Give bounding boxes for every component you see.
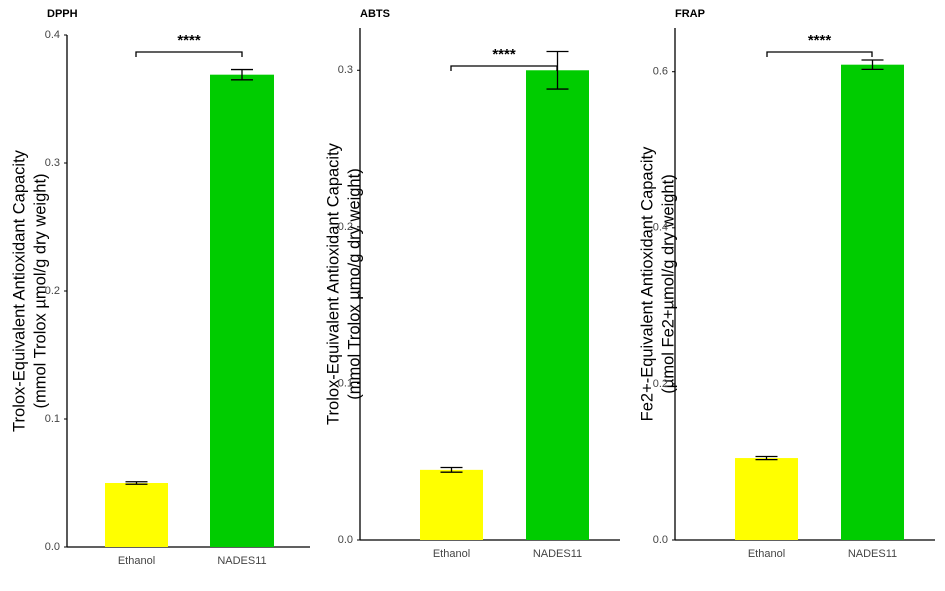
x-tick-label: NADES11	[533, 548, 582, 560]
bar	[841, 64, 904, 541]
y-tick-label: 0.6	[653, 66, 668, 78]
y-tick-label: 0.2	[45, 285, 60, 297]
y-tick-label: 0.1	[45, 413, 60, 425]
bar	[735, 458, 798, 540]
bar	[420, 469, 483, 540]
significance-label: ****	[492, 46, 516, 63]
x-tick-label: Ethanol	[118, 555, 155, 567]
x-tick-label: NADES11	[848, 548, 897, 560]
significance-label: ****	[808, 32, 832, 49]
y-axis-label: (µmol Fe2+µmol/g dry weight)	[659, 174, 677, 393]
y-axis-label: Fe2+-Equivalent Antioxidant Capacity	[638, 146, 656, 421]
y-tick-label: 0.0	[338, 534, 353, 546]
y-tick-label: 0.1	[338, 377, 353, 389]
x-tick-label: NADES11	[217, 555, 266, 567]
y-axis-label: (mmol Trolox µmo/g dry weight)	[345, 168, 363, 399]
y-axis-label: Trolox-Equivalent Antioxidant Capacity	[10, 149, 28, 432]
y-tick-label: 0.0	[653, 534, 668, 546]
chart-title: DPPH	[47, 8, 78, 20]
significance-bracket	[135, 51, 243, 57]
y-tick-label: 0.3	[45, 157, 60, 169]
chart-title: ABTS	[360, 8, 390, 20]
y-axis-label: (mmol Trolox µmol/g dry weight)	[31, 173, 49, 408]
y-tick-label: 0.4	[653, 222, 668, 234]
x-tick-label: Ethanol	[433, 548, 470, 560]
y-tick-label: 0.0	[45, 541, 60, 553]
y-tick-label: 0.2	[653, 378, 668, 390]
y-tick-label: 0.2	[338, 221, 353, 233]
chart-title: FRAP	[675, 8, 705, 20]
significance-label: ****	[177, 32, 201, 49]
y-axis-label: Trolox-Equivalent Antioxidant Capacity	[324, 142, 342, 425]
significance-bracket	[450, 65, 558, 71]
x-tick-label: Ethanol	[748, 548, 785, 560]
significance-bracket	[766, 51, 873, 57]
y-tick-label: 0.3	[338, 64, 353, 76]
y-tick-label: 0.4	[45, 29, 60, 41]
bar	[526, 70, 589, 540]
bar	[105, 483, 168, 547]
bar	[210, 74, 274, 548]
